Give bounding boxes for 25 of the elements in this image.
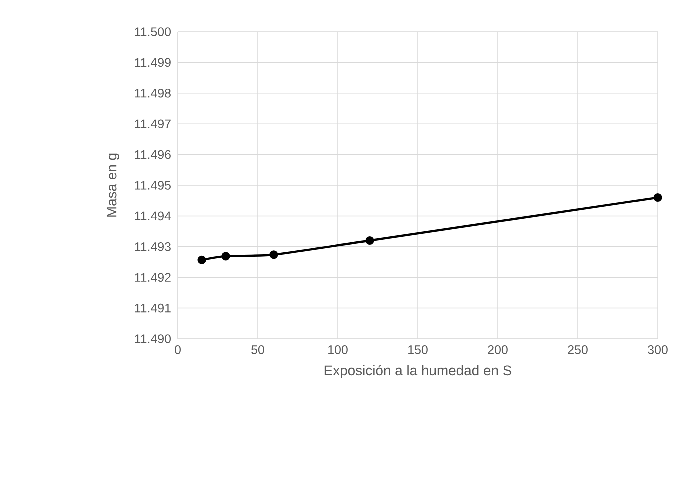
x-tick-label: 150	[408, 346, 428, 354]
point	[198, 256, 206, 264]
x-tick-label: 300	[648, 346, 668, 354]
y-tick-label: 11.496	[135, 150, 171, 160]
x-tick-label: 0	[175, 346, 181, 354]
x-axis-title: Exposición a la humedad en S	[324, 365, 512, 378]
y-tick-label: 11.494	[135, 212, 172, 221]
y-tick-label: 11.490	[135, 334, 171, 344]
y-tick-label: 11.497	[135, 120, 171, 129]
point	[366, 236, 374, 246]
y-tick-label: 11.493	[135, 242, 171, 252]
point	[222, 252, 230, 261]
x-tick-label: 250	[568, 346, 588, 354]
x-tick-label: 200	[488, 346, 508, 354]
x-tick-label: 50	[252, 346, 264, 354]
y-tick-label: 11.495	[135, 181, 171, 190]
x-tick-label: 100	[328, 346, 348, 354]
y-tick-label: 11.491	[135, 304, 171, 313]
y-axis-title: Masa en g	[106, 154, 120, 217]
y-tick-label: 11.499	[135, 58, 171, 68]
y-tick-label: 11.492	[135, 273, 171, 282]
y-tick-label: 11.500	[135, 28, 171, 36]
point	[270, 250, 278, 260]
point	[654, 193, 662, 202]
y-tick-label: 11.498	[135, 88, 171, 98]
